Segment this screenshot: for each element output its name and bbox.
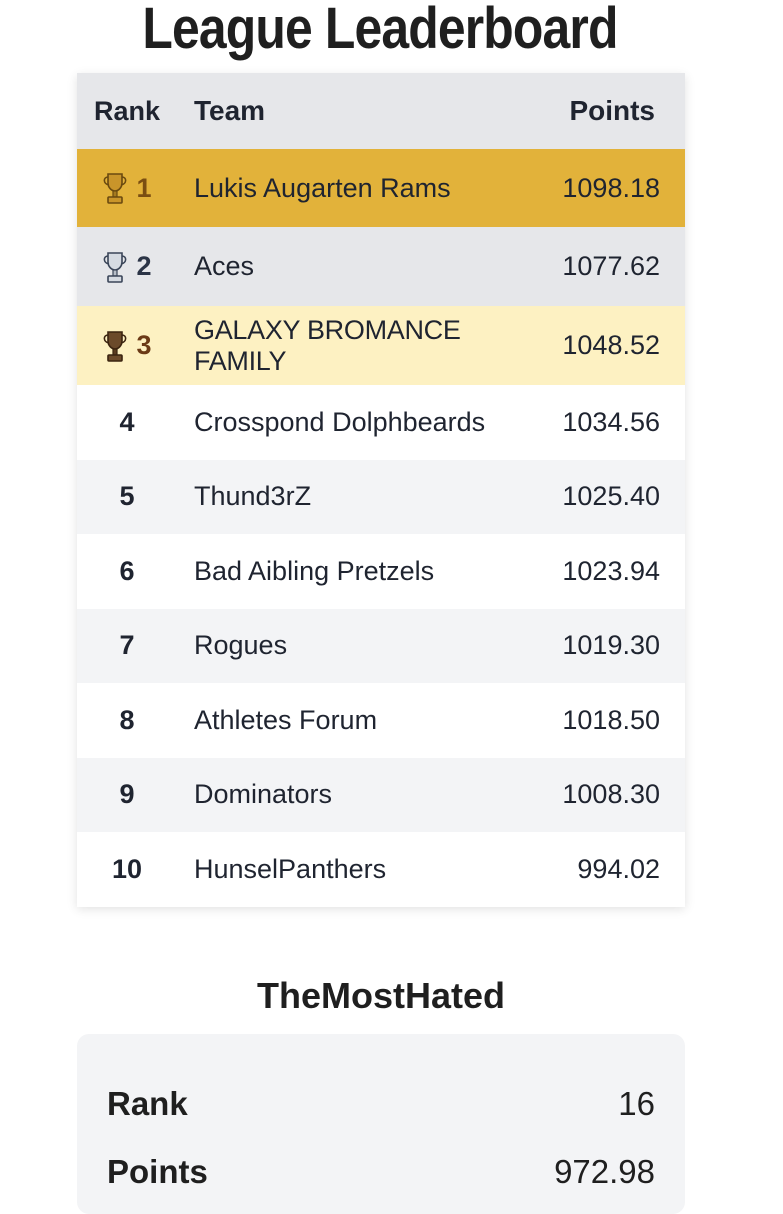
team-name: Bad Aibling Pretzels (194, 555, 435, 586)
my-team-summary: Rank 16 Points 972.98 (77, 1034, 685, 1214)
team-name: Aces (194, 251, 255, 281)
team-points: 1018.50 (562, 704, 660, 735)
team-points: 1048.52 (562, 330, 660, 360)
table-row[interactable]: 3 GALAXY BROMANCE FAMILY 1048.52 (77, 306, 685, 385)
team-name: Lukis Augarten Rams (194, 172, 451, 203)
header-rank: Rank (93, 95, 161, 126)
table-row[interactable]: 5 Thund3rZ 1025.40 (77, 459, 685, 534)
leaderboard-table: Rank Team Points 1 Lukis Augarten Rams 1… (77, 73, 685, 907)
table-row[interactable]: 4 Crosspond Dolphbeards 1034.56 (77, 385, 685, 460)
rank-cell: 5 (119, 481, 135, 512)
team-name: GALAXY BROMANCE FAMILY (194, 314, 461, 376)
table-row[interactable]: 6 Bad Aibling Pretzels 1023.94 (77, 534, 685, 609)
team-name: Dominators (194, 779, 333, 810)
summary-points-value: 972.98 (554, 1153, 655, 1190)
table-row[interactable]: 10 HunselPanthers 994.02 (77, 832, 685, 907)
rank-cell: 8 (119, 704, 135, 735)
table-row[interactable]: 1 Lukis Augarten Rams 1098.18 (77, 149, 685, 227)
summary-points-label: Points (107, 1153, 208, 1190)
rank-cell: 10 (111, 853, 143, 884)
my-team-title: TheMostHated (256, 975, 505, 1016)
team-points: 1077.62 (562, 251, 660, 281)
team-name: Athletes Forum (194, 704, 378, 735)
team-points: 1098.18 (562, 172, 660, 203)
summary-rank-label: Rank (107, 1085, 188, 1122)
table-row[interactable]: 9 Dominators 1008.30 (77, 757, 685, 832)
team-name: HunselPanthers (194, 853, 387, 884)
team-points: 994.02 (577, 853, 660, 884)
rank-cell: 6 (119, 555, 135, 586)
rank-cell: 2 (77, 250, 177, 284)
team-points: 1019.30 (562, 630, 660, 661)
rank-cell: 3 (77, 329, 177, 363)
header-team: Team (194, 95, 266, 126)
bronze-trophy-icon (104, 330, 127, 362)
table-row[interactable]: 8 Athletes Forum 1018.50 (77, 683, 685, 758)
summary-rank-row: Rank 16 (107, 1070, 655, 1138)
rank-cell: 9 (119, 779, 135, 810)
team-name: Rogues (194, 630, 288, 661)
team-name: Crosspond Dolphbeards (194, 406, 486, 437)
silver-trophy-icon (104, 251, 127, 283)
team-points: 1023.94 (562, 555, 660, 586)
rank-number: 2 (136, 251, 152, 281)
gold-trophy-icon (104, 173, 127, 204)
team-points: 1008.30 (562, 779, 660, 810)
team-points: 1025.40 (562, 481, 660, 512)
summary-points-row: Points 972.98 (107, 1138, 655, 1206)
team-name: Thund3rZ (194, 481, 312, 512)
team-points: 1034.56 (562, 406, 660, 437)
rank-number: 3 (136, 330, 152, 360)
page-title: League Leaderboard (142, 0, 618, 61)
rank-cell: 1 (77, 171, 177, 205)
table-header: Rank Team Points (77, 73, 685, 149)
table-row[interactable]: 2 Aces 1077.62 (77, 227, 685, 306)
table-row[interactable]: 7 Rogues 1019.30 (77, 608, 685, 683)
rank-cell: 7 (119, 630, 135, 661)
rank-cell: 4 (119, 406, 135, 437)
summary-rank-value: 16 (618, 1085, 655, 1122)
rank-number: 1 (136, 172, 152, 203)
header-points: Points (569, 95, 655, 126)
